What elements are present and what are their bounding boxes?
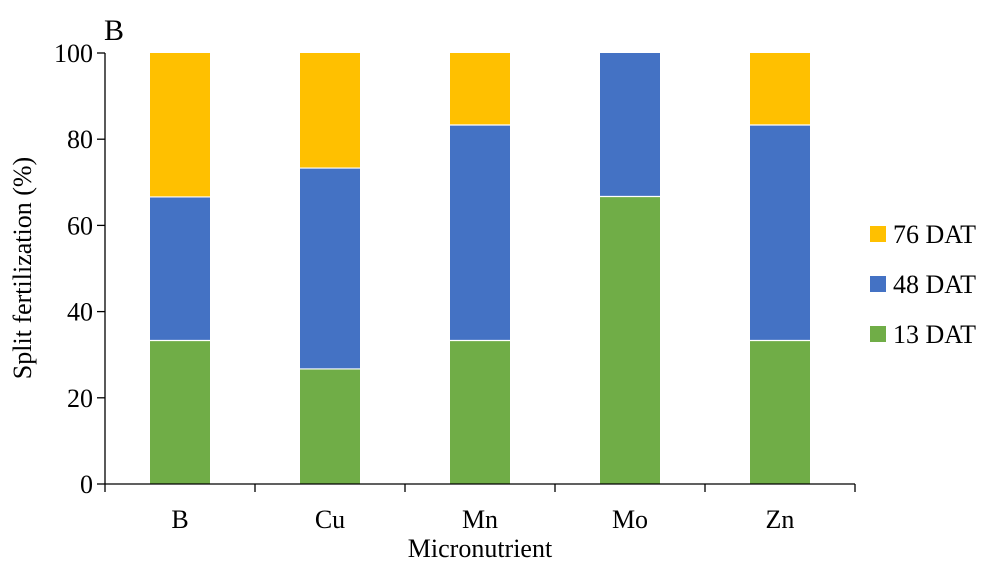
legend-swatch-13-dat bbox=[870, 326, 886, 342]
bar-mn-76-dat bbox=[450, 53, 510, 125]
y-tick-label: 60 bbox=[67, 211, 93, 240]
x-axis-title: Micronutrient bbox=[408, 534, 553, 563]
x-tick-label-zn: Zn bbox=[766, 505, 795, 534]
bar-cu-48-dat bbox=[300, 168, 360, 369]
bar-zn-76-dat bbox=[750, 53, 810, 125]
bar-mo-13-dat bbox=[600, 196, 660, 484]
legend-label-48-dat: 48 DAT bbox=[893, 270, 976, 299]
legend-swatch-76-dat bbox=[870, 226, 886, 242]
y-axis-ticks: 0 20 40 60 80 100 bbox=[54, 39, 105, 499]
x-axis-ticks: B Cu Mn Mo Zn bbox=[104, 484, 856, 534]
bar-mo-48-dat bbox=[600, 53, 660, 197]
legend-label-13-dat: 13 DAT bbox=[893, 320, 976, 349]
legend-label-76-dat: 76 DAT bbox=[893, 220, 976, 249]
y-tick-label: 40 bbox=[67, 298, 93, 327]
bar-mn-48-dat bbox=[450, 124, 510, 341]
bar-zn-13-dat bbox=[750, 340, 810, 484]
y-tick-label: 100 bbox=[54, 39, 93, 68]
y-tick-label: 20 bbox=[67, 384, 93, 413]
bar-b-48-dat bbox=[150, 196, 210, 341]
bar-cu-13-dat bbox=[300, 368, 360, 484]
legend: 76 DAT 48 DAT 13 DAT bbox=[870, 220, 976, 349]
legend-swatch-48-dat bbox=[870, 276, 886, 292]
y-axis-title: Split fertilization (%) bbox=[8, 157, 37, 379]
panel-label: B bbox=[104, 14, 124, 47]
bar-cu-76-dat bbox=[300, 53, 360, 169]
x-tick-label-mn: Mn bbox=[462, 505, 498, 534]
bar-zn-48-dat bbox=[750, 124, 810, 341]
bar-b-76-dat bbox=[150, 53, 210, 197]
x-tick-label-cu: Cu bbox=[315, 505, 345, 534]
plot-area bbox=[150, 53, 810, 484]
x-tick-label-mo: Mo bbox=[612, 505, 648, 534]
y-tick-label: 0 bbox=[80, 470, 93, 499]
bar-b-13-dat bbox=[150, 340, 210, 484]
y-tick-label: 80 bbox=[67, 125, 93, 154]
bar-mn-13-dat bbox=[450, 340, 510, 484]
x-tick-label-b: B bbox=[171, 505, 188, 534]
